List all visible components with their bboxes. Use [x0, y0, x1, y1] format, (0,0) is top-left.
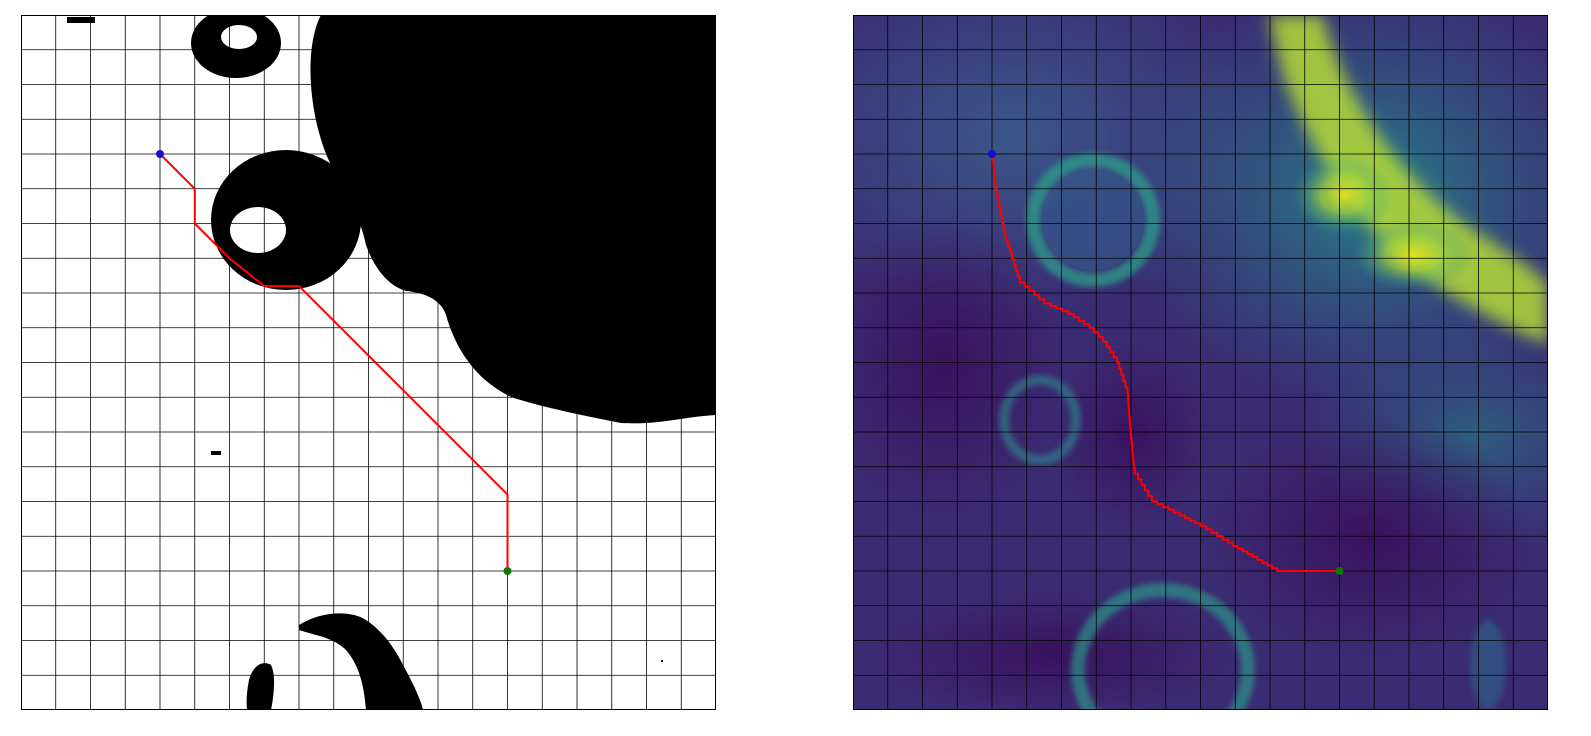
binary-map-plot [21, 15, 716, 710]
obstacle-ring-hole [230, 207, 286, 253]
obstacle-top-hole [221, 25, 257, 49]
obstacle-layer [67, 15, 716, 710]
grid-lines [853, 15, 1548, 710]
heat-ridge [1268, 15, 1548, 345]
obstacle-speck [661, 660, 663, 662]
heat-peak [1353, 220, 1473, 290]
start-marker [988, 150, 996, 158]
heat-peak [1293, 155, 1393, 235]
path-layer [159, 153, 509, 571]
cost-heatmap-plot [853, 15, 1548, 710]
heat-crater-ring [1470, 620, 1506, 710]
heat-crater-center [1043, 170, 1143, 270]
cost-heatmap-panel [853, 15, 1548, 710]
start-marker [156, 150, 164, 158]
goal-marker [503, 567, 512, 575]
goal-marker [1335, 567, 1344, 575]
heat-valley [1213, 415, 1533, 655]
heat-crater-ring [1026, 153, 1160, 287]
marker-layer [988, 150, 1344, 575]
obstacle-bottom-small [246, 663, 275, 710]
path-layer [991, 153, 1340, 572]
heatmap-layer [853, 15, 1548, 710]
heat-valley [873, 595, 1233, 710]
planned-path [159, 153, 509, 571]
heat-valley [1053, 345, 1213, 525]
binary-map-panel [21, 15, 716, 710]
planned-path [991, 153, 1340, 572]
obstacle-large [310, 15, 716, 424]
heat-crater-ring [1071, 583, 1255, 710]
marker-layer [156, 150, 512, 575]
obstacle-speck [67, 17, 95, 23]
grid-lines [21, 15, 716, 710]
heat-crater-ring [999, 375, 1081, 465]
obstacle-bottom-hook [299, 613, 423, 710]
obstacle-speck [211, 451, 221, 455]
obstacle-ring [211, 150, 361, 290]
